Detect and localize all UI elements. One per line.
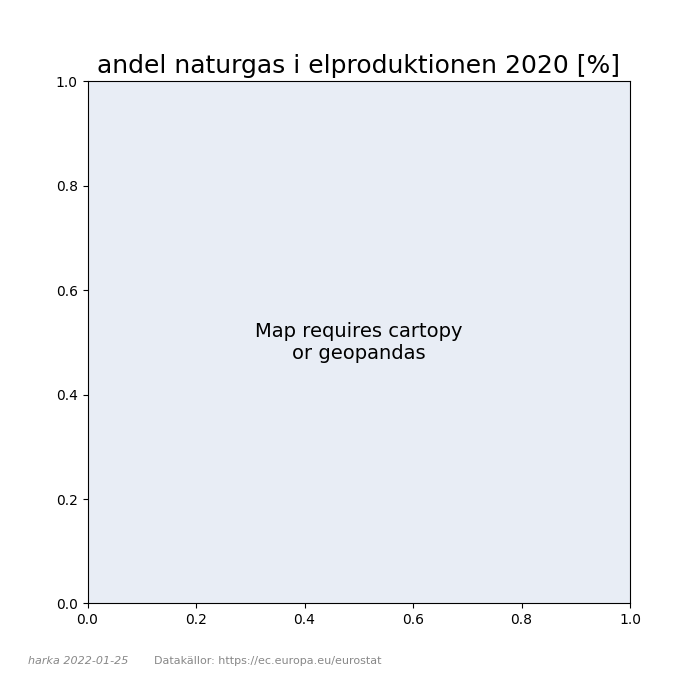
- Text: harka 2022-01-25: harka 2022-01-25: [28, 656, 128, 666]
- Text: Datakällor: https://ec.europa.eu/eurostat: Datakällor: https://ec.europa.eu/eurosta…: [154, 656, 382, 666]
- Title: andel naturgas i elproduktionen 2020 [%]: andel naturgas i elproduktionen 2020 [%]: [97, 54, 620, 78]
- Text: Map requires cartopy
or geopandas: Map requires cartopy or geopandas: [255, 322, 463, 363]
